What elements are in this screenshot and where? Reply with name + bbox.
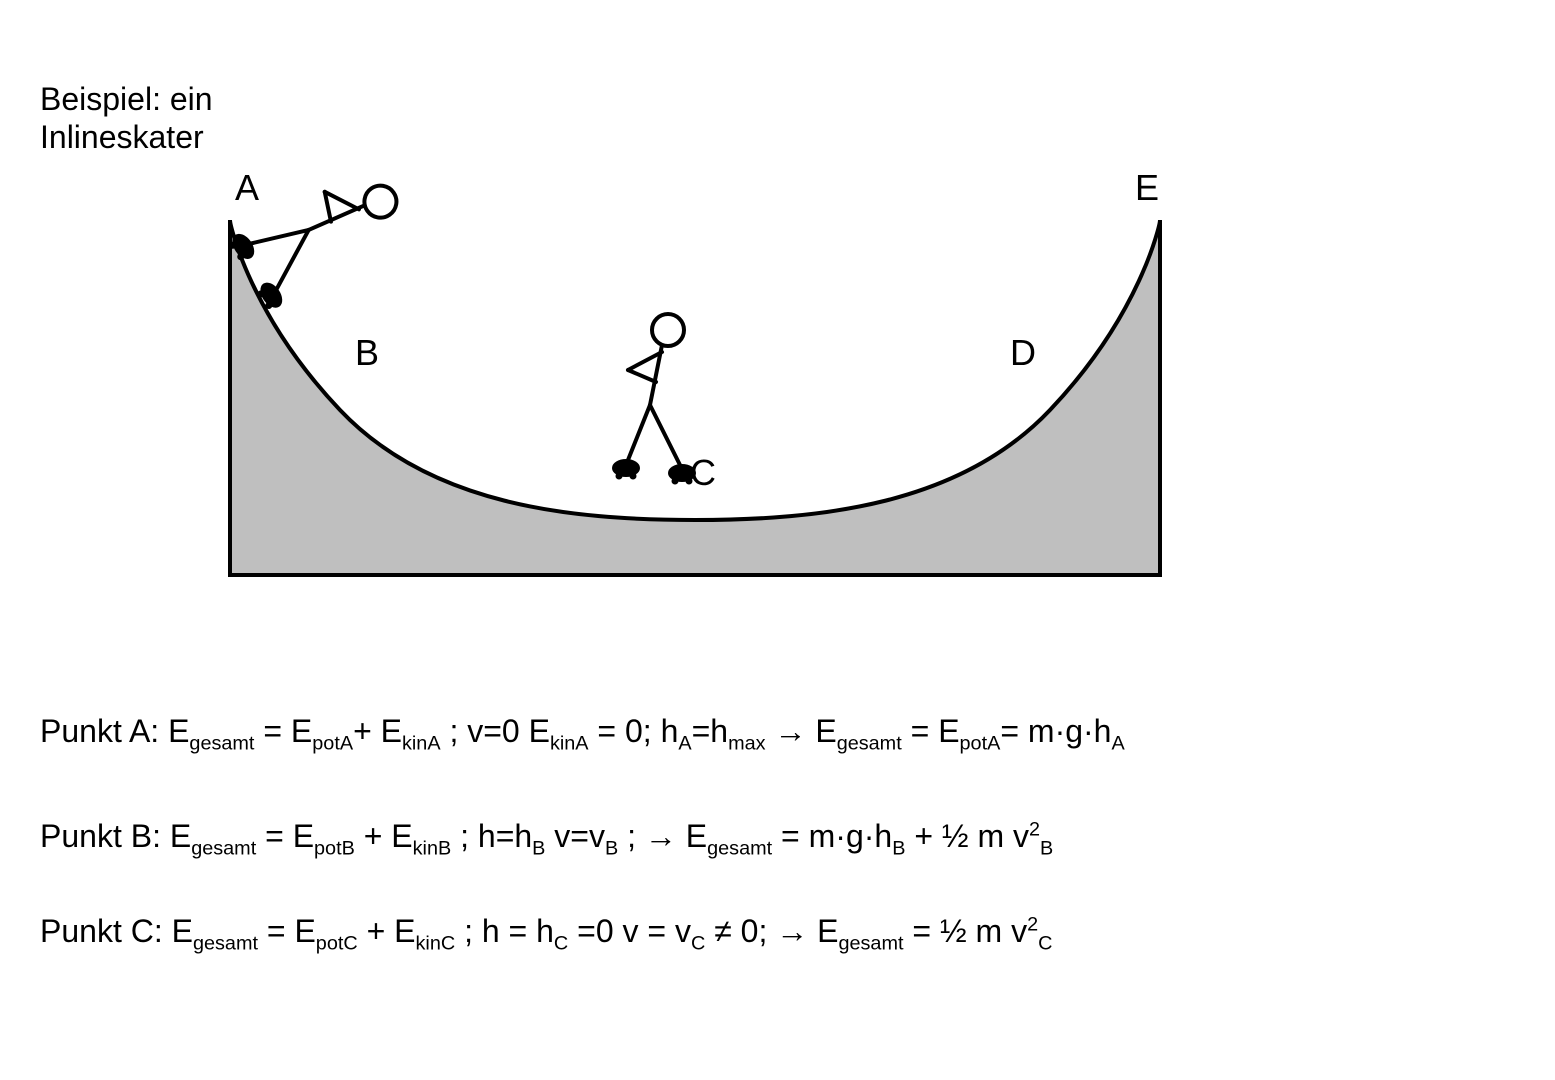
halfpipe-diagram: A B C D E (220, 165, 1170, 595)
eqC-expression: Egesamt = EpotC + EkinC ; h = hC =0 v = … (163, 913, 1053, 949)
point-label-b: B (355, 332, 379, 373)
eqA-label: Punkt A: (40, 713, 159, 749)
ramp-shape (230, 220, 1160, 575)
eqC-label: Punkt C: (40, 913, 163, 949)
equation-point-a: Punkt A: Egesamt = EpotA+ EkinA ; v=0 Ek… (40, 715, 1125, 747)
halfpipe-svg: A B C D E (220, 165, 1170, 595)
eqB-expression: Egesamt = EpotB + EkinB ; h=hB v=vB ; → … (161, 818, 1053, 854)
eqB-label: Punkt B: (40, 818, 161, 854)
eqA-expression: Egesamt = EpotA+ EkinA ; v=0 EkinA = 0; … (159, 713, 1125, 749)
example-title: Beispiel: ein Inlineskater (40, 80, 213, 157)
equation-point-b: Punkt B: Egesamt = EpotB + EkinB ; h=hB … (40, 820, 1053, 852)
point-label-d: D (1010, 332, 1036, 373)
equation-point-c: Punkt C: Egesamt = EpotC + EkinC ; h = h… (40, 915, 1052, 947)
skater-at-c (612, 314, 696, 485)
point-label-a: A (235, 167, 259, 208)
page: Beispiel: ein Inlineskater A B C D E Pun… (0, 0, 1555, 1080)
point-label-e: E (1135, 167, 1159, 208)
